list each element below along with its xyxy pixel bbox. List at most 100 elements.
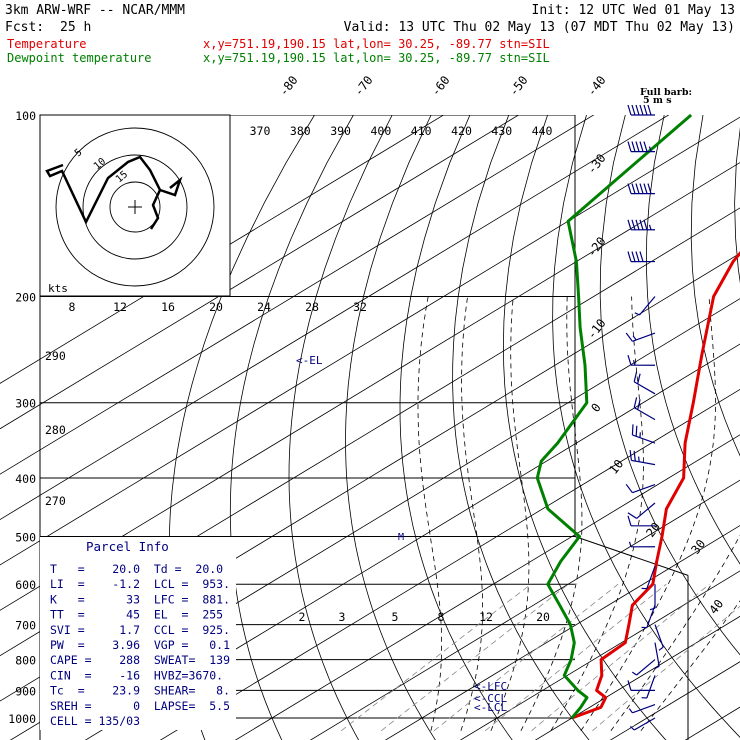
isotherm-line — [0, 207, 740, 657]
lcl-marker: <-LCL — [474, 701, 507, 714]
isotherm-line — [534, 615, 740, 740]
dewpoint-line — [535, 113, 693, 719]
parcel-info-row: T = 20.0 Td = 20.0 — [50, 562, 223, 576]
hodograph-speed-tick: 8 — [69, 300, 76, 314]
wind-barb — [641, 604, 656, 629]
dry-adiabat-line — [502, 115, 667, 740]
lfc-marker: <-LFC — [474, 680, 507, 693]
dry-adiabat-line — [288, 115, 393, 740]
wind-barb — [627, 183, 656, 195]
pressure-tick-label: 500 — [15, 530, 36, 544]
pressure-tick-label: 900 — [15, 684, 36, 698]
legend-temperature: Temperature — [7, 37, 86, 51]
mixing-ratio-label: 2 — [299, 610, 306, 624]
wind-barb — [627, 219, 656, 231]
moist-adiabat-line — [610, 534, 740, 732]
parcel-info-row: CIN = -16 HVBZ=3670. — [50, 668, 223, 682]
wind-barb — [627, 515, 656, 527]
isotherm-line — [84, 343, 740, 740]
mixing-ratio-line — [340, 583, 532, 732]
mixing-ratio-label: 3 — [339, 610, 346, 624]
hodograph-units: kts — [48, 282, 68, 295]
isotherm-line — [0, 115, 520, 430]
hodograph-speed-tick: 32 — [353, 300, 367, 314]
mixing-ratio-line — [380, 583, 569, 732]
wind-barb — [627, 104, 655, 116]
theta-labels: 370 380 390 400 410 420 430 440 290 280 270 8 12 16 20… — [45, 124, 553, 508]
barb-key-line2: 5 m s — [643, 95, 672, 106]
parcel-info-row: SVI = 1.7 CCL = 925. — [50, 623, 230, 637]
isotherm-label: -70 — [351, 73, 375, 99]
theta-label: 430 — [491, 124, 512, 138]
dry-adiabat-line — [345, 115, 436, 740]
pressure-tick-label: 200 — [15, 291, 36, 305]
model-title: 3km ARW-WRF -- NCAR/MMM — [5, 3, 185, 18]
parcel-info-row: LI = -1.2 LCL = 953. — [50, 577, 230, 591]
valid-time: Valid: 13 UTC Thu 02 May 13 (07 MDT Thu … — [344, 20, 735, 35]
theta-side-label: 290 — [45, 349, 66, 363]
isotherm-label: 30 — [688, 537, 708, 557]
dry-adiabat-line — [452, 115, 590, 740]
mixing-ratio-label: 8 — [438, 610, 445, 624]
wind-barb — [627, 355, 656, 366]
moist-adiabat-line — [460, 296, 483, 731]
isotherm-label: -50 — [506, 73, 530, 99]
mixing-ratio-labels: 2 3 5 8 12 20 — [299, 610, 550, 624]
wind-barb — [625, 483, 656, 494]
hodograph-speed-tick: 20 — [209, 300, 223, 314]
theta-side-label: 270 — [45, 494, 66, 508]
wind-barb — [654, 624, 664, 651]
ccl-marker: <-CCL — [474, 692, 507, 705]
pressure-tick-label: 600 — [15, 578, 36, 592]
pressure-tick-label: 800 — [15, 654, 36, 668]
wind-barb — [641, 675, 656, 699]
wind-barb — [627, 680, 656, 692]
theta-label: 440 — [532, 124, 553, 138]
moist-adiabat-line — [490, 296, 530, 731]
wind-barb — [631, 424, 656, 444]
theta-label: 410 — [411, 124, 432, 138]
parcel-info-row: CELL = 135/03 — [50, 714, 140, 728]
parcel-info-row: SREH = 0 LAPSE= 5.5 — [50, 699, 230, 713]
forecast-label: Fcst: — [5, 20, 44, 35]
isotherm-label: 0 — [588, 401, 603, 415]
mixing-ratio-label: 12 — [479, 610, 493, 624]
hodograph-ring — [82, 154, 188, 260]
theta-side-label: 280 — [45, 423, 66, 437]
isotherm-line — [0, 162, 740, 611]
parcel-info-row: TT = 45 EL = 255 — [50, 608, 223, 622]
theta-label: 390 — [330, 124, 351, 138]
wind-barb — [625, 332, 656, 342]
isotherm-label: -20 — [584, 234, 608, 260]
wind-barb — [641, 565, 656, 590]
wind-barb — [628, 541, 656, 548]
pressure-axis-labels: 100 200 300 400 500 600 700 800 900 1000 — [8, 109, 36, 726]
parcel-info-row: CAPE = 288 SWEAT= 139 — [50, 653, 230, 667]
wind-barb — [654, 642, 660, 670]
mixing-ratio-line — [433, 583, 619, 732]
isotherm-line — [309, 479, 740, 740]
pressure-tick-label: 1000 — [8, 712, 36, 726]
isotherm-line — [159, 388, 740, 740]
mixing-ratio-label: 5 — [392, 610, 399, 624]
moist-adiabat-line — [640, 600, 740, 732]
parcel-info-row: Tc = 23.9 SHEAR= 8. — [50, 684, 230, 698]
hodograph-speed-tick: 12 — [113, 300, 127, 314]
hodograph-trace — [45, 155, 162, 230]
forecast-hour: 25 h — [60, 20, 91, 35]
parcel-levels: <-EL M <-LFC<-CCL<-LCL — [296, 354, 507, 714]
el-marker: <-EL — [296, 354, 323, 367]
hodograph-ring-label: 5 — [73, 147, 85, 159]
isotherm-line — [0, 115, 670, 521]
moist-adiabat-line — [580, 296, 716, 732]
isotherm-line — [609, 661, 740, 740]
isotherm-label: -60 — [428, 73, 452, 99]
hodograph-trace — [159, 176, 183, 197]
wind-barbs — [625, 104, 664, 731]
theta-label: 400 — [371, 124, 392, 138]
pressure-tick-label: 300 — [15, 397, 36, 411]
legend-dewpoint: Dewpoint temperature — [7, 51, 152, 65]
